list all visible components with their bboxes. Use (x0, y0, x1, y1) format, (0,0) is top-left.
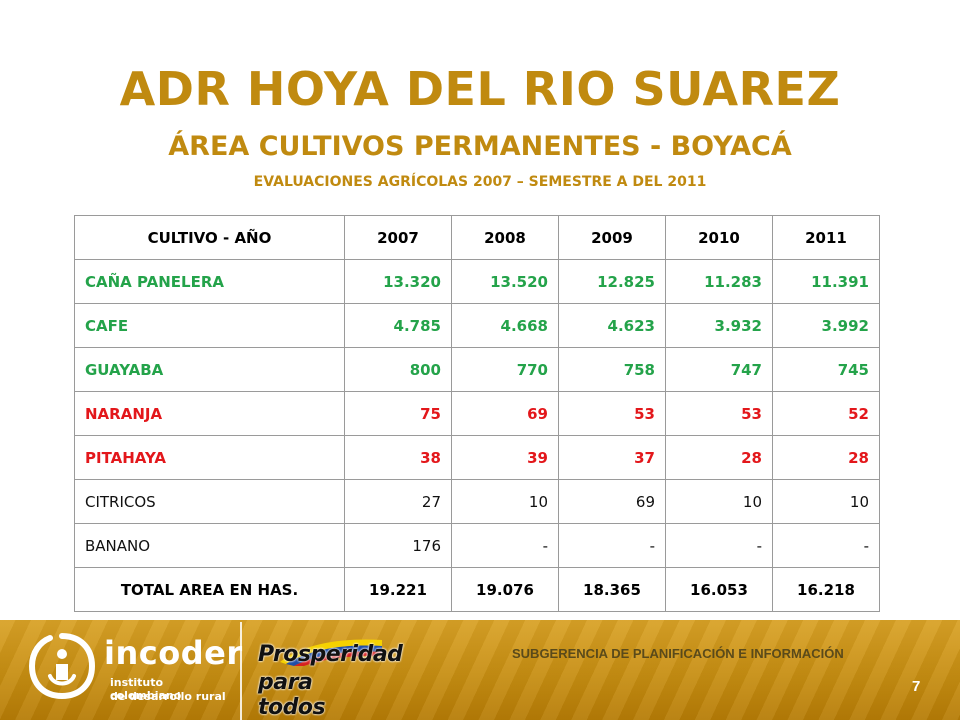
table-cell: 28 (772, 435, 880, 480)
table-cell: 4.623 (558, 303, 666, 348)
incoder-emblem-icon (28, 633, 96, 700)
column-header-2010: 2010 (665, 215, 773, 260)
slide-subtitle-secondary: EVALUACIONES AGRÍCOLAS 2007 – SEMESTRE A… (253, 174, 707, 190)
table-cell: 747 (665, 347, 773, 392)
table-cell: 27 (344, 479, 452, 524)
table-cell: 16.218 (772, 567, 880, 612)
incoder-wordmark: incoder (104, 634, 243, 672)
incoder-tagline-line1: instituto colombiano (110, 676, 182, 702)
table-row: CAÑA PANELERA 13.320 13.520 12.825 11.28… (74, 259, 880, 304)
table-cell: 75 (344, 391, 452, 436)
slide-subtitle: ÁREA CULTIVOS PERMANENTES - BOYACÁ (168, 131, 792, 162)
table-cell: 800 (344, 347, 452, 392)
table-cell: 37 (558, 435, 666, 480)
table-total-row: TOTAL AREA EN HAS. 19.221 19.076 18.365 … (74, 567, 880, 612)
crop-name: NARANJA (74, 391, 345, 436)
column-header-2008: 2008 (451, 215, 559, 260)
footer-divider (240, 622, 242, 720)
department-label: SUBGERENCIA DE PLANIFICACIÓN E INFORMACI… (512, 646, 844, 661)
incoder-tagline-line2: de desarrollo rural (110, 690, 226, 703)
table-row: CITRICOS 27 10 69 10 10 (74, 479, 880, 524)
column-header-2007: 2007 (344, 215, 452, 260)
table-cell: 758 (558, 347, 666, 392)
slogan-line2: para todos (258, 670, 326, 720)
page-number: 7 (912, 678, 921, 695)
table-cell: - (451, 523, 559, 568)
column-header-2011: 2011 (772, 215, 880, 260)
table-cell: - (772, 523, 880, 568)
slide-title: ADR HOYA DEL RIO SUAREZ (119, 62, 841, 116)
colombia-flag-swoosh-icon (280, 639, 382, 666)
table-cell: 28 (665, 435, 773, 480)
total-label: TOTAL AREA EN HAS. (74, 567, 345, 612)
table-cell: 39 (451, 435, 559, 480)
incoder-logo: incoder instituto colombiano de desarrol… (28, 630, 242, 710)
slogan-line1: Prosperidad (258, 642, 403, 667)
table-cell: 19.221 (344, 567, 452, 612)
table-cell: 18.365 (558, 567, 666, 612)
table-cell: 10 (772, 479, 880, 524)
crop-name: GUAYABA (74, 347, 345, 392)
table-cell: 745 (772, 347, 880, 392)
table-cell: 69 (451, 391, 559, 436)
prosperidad-logo: Prosperidad para todos (256, 636, 403, 720)
table-cell: 52 (772, 391, 880, 436)
table-cell: 53 (665, 391, 773, 436)
crop-area-table: CULTIVO - AÑO 2007 2008 2009 2010 2011 C… (74, 215, 880, 612)
table-row: CAFE 4.785 4.668 4.623 3.932 3.992 (74, 303, 880, 348)
table-cell: 53 (558, 391, 666, 436)
table-cell: 10 (665, 479, 773, 524)
table-cell: 19.076 (451, 567, 559, 612)
column-header-2009: 2009 (558, 215, 666, 260)
table-row: NARANJA 75 69 53 53 52 (74, 391, 880, 436)
table-cell: 176 (344, 523, 452, 568)
table-cell: 16.053 (665, 567, 773, 612)
crop-name: PITAHAYA (74, 435, 345, 480)
table-cell: 770 (451, 347, 559, 392)
table-cell: 69 (558, 479, 666, 524)
crop-name: CAÑA PANELERA (74, 259, 345, 304)
table-cell: 3.932 (665, 303, 773, 348)
table-cell: 4.785 (344, 303, 452, 348)
table-row: BANANO 176 - - - - (74, 523, 880, 568)
table-header-row: CULTIVO - AÑO 2007 2008 2009 2010 2011 (74, 215, 880, 260)
footer-band: incoder instituto colombiano de desarrol… (0, 620, 960, 720)
table-cell: 3.992 (772, 303, 880, 348)
table-cell: 38 (344, 435, 452, 480)
table-cell: 10 (451, 479, 559, 524)
table-cell: - (558, 523, 666, 568)
table-cell: - (665, 523, 773, 568)
crop-name: CITRICOS (74, 479, 345, 524)
table-cell: 4.668 (451, 303, 559, 348)
table-cell: 12.825 (558, 259, 666, 304)
table-cell: 13.520 (451, 259, 559, 304)
crop-name: BANANO (74, 523, 345, 568)
table-cell: 11.391 (772, 259, 880, 304)
table-row: GUAYABA 800 770 758 747 745 (74, 347, 880, 392)
crop-name: CAFE (74, 303, 345, 348)
column-header-crop: CULTIVO - AÑO (74, 215, 345, 260)
table-row: PITAHAYA 38 39 37 28 28 (74, 435, 880, 480)
table-cell: 11.283 (665, 259, 773, 304)
table-cell: 13.320 (344, 259, 452, 304)
